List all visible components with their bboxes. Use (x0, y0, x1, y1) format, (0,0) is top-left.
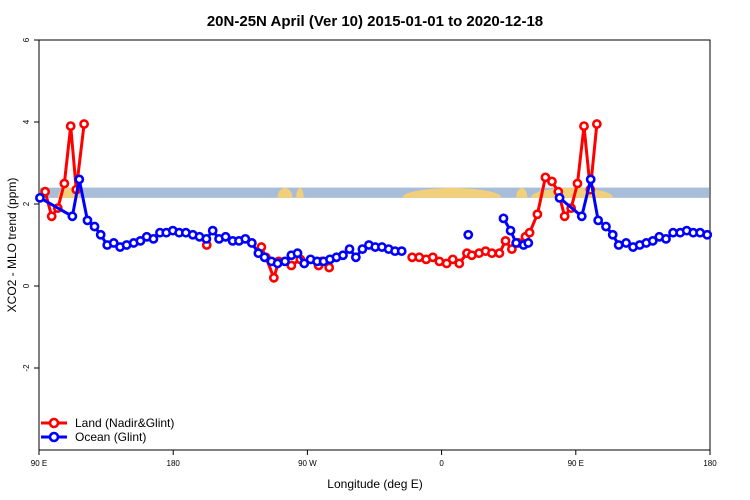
map-land-mass (402, 187, 502, 198)
data-point (338, 250, 348, 261)
data-point (246, 238, 257, 248)
y-tick-label: 2 (22, 201, 31, 206)
data-point (201, 233, 212, 244)
legend: Land (Nadir&Glint) Ocean (Glint) (41, 416, 174, 444)
data-point (523, 238, 534, 248)
data-point (79, 119, 90, 129)
series-ocean (35, 174, 713, 269)
x-axis-label: Longitude (deg E) (327, 477, 422, 491)
data-point (572, 178, 583, 189)
data-point (500, 235, 511, 246)
data-point (207, 225, 218, 236)
x-tick-label: 90 E (31, 459, 47, 468)
data-point (286, 260, 297, 271)
map-land-mass (516, 187, 528, 198)
y-tick-label: 6 (22, 37, 31, 42)
map-ocean-band (40, 187, 709, 198)
data-point (299, 258, 310, 269)
data-point (601, 221, 611, 232)
y-axis: -2 0 2 4 6 (22, 37, 39, 372)
data-point (576, 211, 587, 222)
data-point (661, 233, 671, 244)
data-point (240, 233, 251, 244)
data-point (447, 254, 458, 265)
data-point (89, 221, 100, 232)
legend-land-marker (48, 417, 60, 429)
y-tick-label: 4 (22, 119, 31, 124)
data-point (532, 209, 543, 220)
data-point (148, 233, 159, 244)
data-point (344, 244, 355, 254)
data-point (40, 186, 51, 197)
data-point (427, 252, 438, 263)
data-point (259, 252, 270, 263)
x-tick-label: 0 (439, 459, 444, 468)
data-point (621, 238, 632, 248)
data-point (506, 244, 517, 254)
data-point (135, 235, 146, 246)
legend-land-label: Land (Nadir&Glint) (75, 416, 174, 430)
data-point (65, 121, 76, 131)
data-point (67, 211, 78, 222)
data-point (607, 229, 618, 240)
data-point (454, 258, 465, 269)
x-tick-label: 180 (703, 459, 717, 468)
data-point (647, 235, 658, 246)
data-point (95, 229, 106, 240)
legend-ocean-marker (48, 431, 60, 443)
map-land-mass (277, 187, 293, 198)
data-point (494, 248, 505, 259)
data-point (593, 215, 604, 226)
data-point (292, 248, 303, 259)
map-band (40, 187, 709, 198)
data-point (220, 231, 231, 242)
data-point (540, 172, 551, 183)
data-point (272, 258, 283, 269)
chart-title: 20N-25N April (Ver 10) 2015-01-01 to 202… (207, 13, 543, 30)
data-point (82, 215, 93, 226)
data-point (268, 272, 279, 283)
legend-ocean-label: Ocean (Glint) (75, 430, 146, 444)
data-point (108, 238, 119, 248)
y-tick-label: -2 (22, 364, 31, 372)
map-land-mass (296, 187, 304, 198)
y-tick-label: 0 (22, 283, 31, 288)
data-point (547, 176, 557, 187)
y-axis-label: XCO2 - MLO trend (ppm) (5, 178, 19, 313)
data-point (59, 178, 70, 189)
series-layer (35, 119, 713, 283)
data-point (396, 246, 407, 257)
data-point (702, 229, 713, 240)
data-point (46, 211, 57, 222)
x-axis: 90 E 180 90 W 0 90 E 180 (31, 450, 717, 468)
data-point (350, 252, 361, 263)
data-point (74, 174, 85, 185)
data-point (280, 256, 290, 267)
data-point (463, 229, 474, 240)
data-point (579, 121, 589, 131)
data-point (505, 225, 516, 236)
data-point (487, 248, 497, 259)
x-tick-label: 180 (167, 459, 181, 468)
x-tick-label: 90 E (568, 459, 584, 468)
data-point (511, 238, 522, 248)
data-point (591, 119, 602, 129)
data-point (613, 240, 624, 250)
data-point (559, 211, 570, 222)
data-point (524, 227, 535, 238)
data-point (498, 213, 509, 224)
data-point (554, 192, 565, 203)
plot-frame (38, 39, 711, 451)
data-point (585, 174, 596, 185)
data-point (35, 192, 45, 203)
data-point (357, 244, 368, 254)
x-tick-label: 90 W (298, 459, 317, 468)
